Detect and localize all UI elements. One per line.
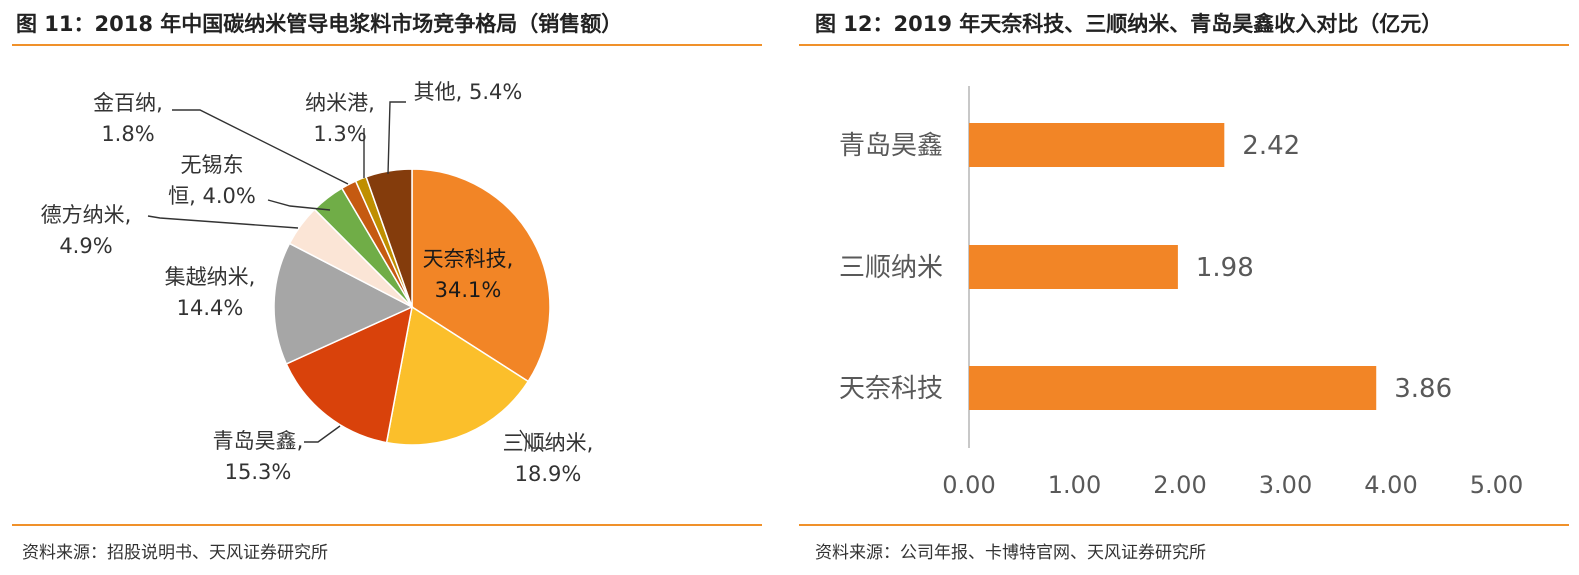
- pie-slice-label: 天奈科技, 34.1%: [423, 247, 514, 302]
- pie-source-note: 资料来源：招股说明书、天风证券研究所: [22, 543, 328, 563]
- pie-leader-line: [147, 215, 299, 229]
- pie-figure-title: 图 11：2018 年中国碳纳米管导电浆料市场竞争格局（销售额）: [16, 12, 623, 36]
- title-divider: [799, 44, 1569, 46]
- bar-category-label: 天奈科技: [839, 374, 943, 404]
- pie-slice-label: 集越纳米, 14.4%: [165, 265, 256, 320]
- bar-x-tick-label: 4.00: [1364, 471, 1417, 499]
- bar-category-label: 三顺纳米: [839, 253, 943, 283]
- bar-figure-panel: 图 12：2019 年天奈科技、三顺纳米、青岛昊鑫收入对比（亿元） 0.00 1.…: [795, 0, 1579, 575]
- pie-slice-label: 金百纳, 1.8%: [93, 91, 163, 146]
- pie-slice: [285, 305, 414, 444]
- bar-value-label: 1.98: [1196, 253, 1254, 283]
- source-divider: [799, 524, 1569, 526]
- pie-leader-line: [519, 429, 546, 449]
- bar: [969, 123, 1225, 167]
- bar-value-label: 3.86: [1394, 374, 1452, 404]
- pie-slice-label: 德方纳米, 4.9%: [41, 203, 132, 258]
- pie-leader-line: [267, 199, 331, 211]
- bar-x-tick-label: 2.00: [1153, 471, 1206, 499]
- title-divider: [12, 44, 762, 46]
- pie-slice-label: 无锡东恒, 4.0%: [168, 153, 256, 208]
- pie-slice: [273, 242, 414, 365]
- bar-category-label: 青岛昊鑫: [839, 131, 943, 161]
- bar-x-tick-label: 5.00: [1470, 471, 1523, 499]
- pie-leader-line: [304, 425, 341, 443]
- bar-chart: 0.00 1.00 2.00 3.00 4.00 5.00 青岛昊鑫 2.42 三顺纳米 1.9…: [839, 86, 1523, 499]
- pie-slice-label: 其他, 5.4%: [414, 80, 523, 104]
- pie-slice-label: 三顺纳米, 18.9%: [503, 431, 594, 486]
- bar: [969, 366, 1377, 410]
- bar-x-tick-label: 3.00: [1259, 471, 1312, 499]
- pie-figure-panel: 图 11：2018 年中国碳纳米管导电浆料市场竞争格局（销售额） 天奈科技, 34…: [0, 0, 770, 575]
- bar-x-tick-label: 1.00: [1048, 471, 1101, 499]
- pie-leader-line: [172, 109, 349, 185]
- pie-slice-label: 青岛昊鑫, 15.3%: [213, 429, 304, 484]
- pie-slice-label: 纳米港, 1.3%: [305, 91, 375, 146]
- pie-slice: [385, 305, 530, 446]
- bar-value-label: 2.42: [1242, 131, 1300, 161]
- bar: [969, 245, 1178, 289]
- bar-source-note: 资料来源：公司年报、卡博特官网、天风证券研究所: [815, 543, 1206, 563]
- pie-chart: 天奈科技, 34.1% 三顺纳米, 18.9% 青岛昊鑫, 15.3% 集越纳米, 14.4%…: [41, 80, 594, 486]
- pie-leader-line: [387, 101, 406, 175]
- bar-figure-title: 图 12：2019 年天奈科技、三顺纳米、青岛昊鑫收入对比（亿元）: [815, 12, 1443, 36]
- source-divider: [12, 524, 762, 526]
- bar-x-tick-label: 0.00: [942, 471, 995, 499]
